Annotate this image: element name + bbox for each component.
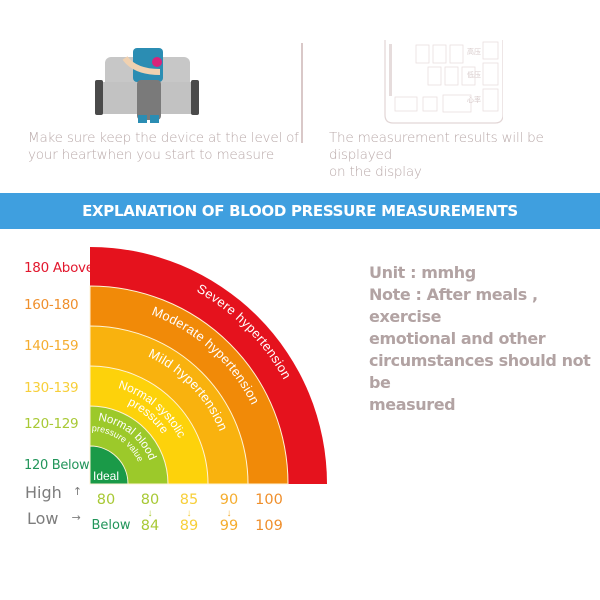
column-divider bbox=[301, 43, 303, 143]
high-text: High bbox=[25, 483, 62, 502]
low-label: Low → bbox=[27, 509, 81, 528]
ylabel-120-129: 120-129 bbox=[24, 416, 79, 432]
ylabel-180-above: 180 Above bbox=[24, 260, 94, 276]
note-line2: emotional and other bbox=[369, 329, 546, 348]
xval-bottom-3: 89 bbox=[179, 518, 199, 534]
xval-bottom-2: 84 bbox=[140, 518, 160, 534]
unit-label: Unit : mmhg bbox=[369, 263, 476, 282]
ylabel-130-139: 130-139 bbox=[24, 380, 79, 396]
section-banner: EXPLANATION OF BLOOD PRESSURE MEASUREMEN… bbox=[0, 193, 600, 229]
up-arrow-icon: ↑ bbox=[72, 485, 83, 498]
lcd-label-pulse: 心率 bbox=[467, 95, 481, 104]
step1-caption-line2: your heartwhen you start to measure bbox=[28, 147, 274, 163]
step1-caption: Make sure keep the device at the level o… bbox=[28, 130, 299, 164]
label-ideal: Ideal bbox=[93, 469, 119, 483]
lcd-label-systolic: 高压 bbox=[467, 47, 481, 56]
xval-bottom-1: Below bbox=[91, 518, 131, 533]
seated-person-illustration bbox=[95, 48, 199, 123]
xval-bottom-4: 99 bbox=[219, 518, 239, 534]
step2-caption-line2: on the display bbox=[329, 164, 422, 180]
high-label: High ↑ bbox=[25, 483, 82, 502]
band-ideal bbox=[89, 445, 129, 485]
down-arrow-icon: ↓ bbox=[226, 508, 232, 519]
down-arrow-icon: ↓ bbox=[186, 508, 192, 519]
xval-top-2: 80 bbox=[140, 492, 160, 508]
note-line4: measured bbox=[369, 395, 456, 414]
unit-note: Unit : mmhg Note : After meals , exercis… bbox=[369, 262, 599, 416]
step2-caption: The measurement results will be displaye… bbox=[329, 130, 600, 181]
low-text: Low bbox=[27, 509, 59, 528]
right-arrow-icon: → bbox=[71, 511, 81, 524]
xval-top-4: 90 bbox=[219, 492, 239, 508]
xval-top-5: 100 bbox=[255, 492, 283, 508]
lcd-display-illustration: 高压 低压 心率 bbox=[384, 40, 503, 124]
step1-caption-line1: Make sure keep the device at the level o… bbox=[28, 130, 299, 146]
note-line3: circumstances should not be bbox=[369, 351, 591, 392]
ylabel-160-180: 160-180 bbox=[24, 297, 79, 313]
ylabel-140-159: 140-159 bbox=[24, 338, 79, 354]
xval-bottom-5: 109 bbox=[255, 518, 283, 534]
xval-top-3: 85 bbox=[179, 492, 199, 508]
lcd-label-diastolic: 低压 bbox=[467, 70, 481, 79]
xval-top-1: 80 bbox=[96, 492, 116, 508]
down-arrow-icon: ↓ bbox=[147, 508, 153, 519]
ylabel-120-below: 120 Below bbox=[24, 458, 90, 473]
note-line1: Note : After meals , exercise bbox=[369, 285, 538, 326]
step2-caption-line1: The measurement results will be displaye… bbox=[329, 130, 544, 163]
